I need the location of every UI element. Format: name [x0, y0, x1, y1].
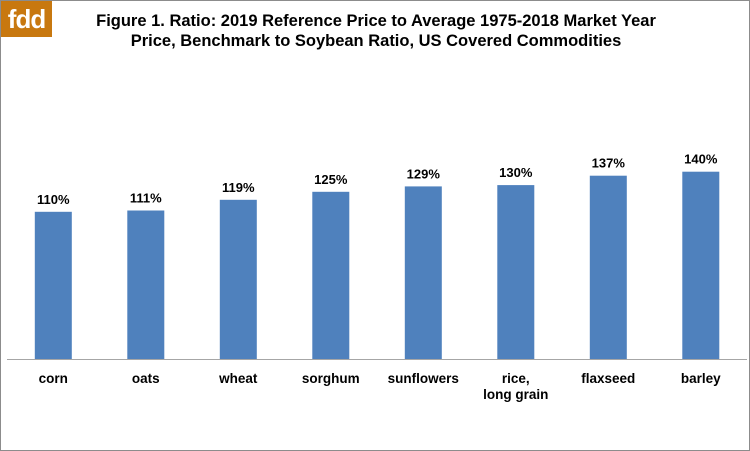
x-tick-label: barley [681, 371, 721, 386]
bar-sunflowers [404, 186, 442, 359]
x-tick-label: sunflowers [388, 371, 459, 386]
bar-wheat [219, 199, 257, 359]
x-tick-label: wheat [218, 371, 258, 386]
data-label: 125% [314, 172, 348, 187]
data-label: 140% [684, 152, 718, 167]
bar-flaxseed [589, 175, 627, 359]
x-tick-label: oats [132, 371, 160, 386]
bar-barley [682, 171, 720, 359]
bar-sorghum [312, 191, 350, 360]
data-label: 110% [37, 192, 70, 207]
data-label: 111% [130, 191, 162, 206]
fdd-logo: fdd [1, 1, 52, 37]
x-tick-label: flaxseed [581, 371, 635, 386]
data-label: 130% [499, 165, 533, 180]
data-label: 137% [592, 156, 626, 171]
x-tick-label: corn [39, 371, 68, 386]
data-label: 129% [407, 166, 441, 181]
data-label: 119% [222, 180, 255, 195]
x-tick-label: sorghum [302, 371, 360, 386]
chart-title: Figure 1. Ratio: 2019 Reference Price to… [96, 12, 656, 50]
bar-rice [497, 185, 535, 359]
bar-oats [127, 210, 165, 359]
bar-corn [34, 211, 72, 359]
x-tick-label: rice, [502, 371, 530, 386]
x-tick-label: long grain [483, 387, 548, 402]
